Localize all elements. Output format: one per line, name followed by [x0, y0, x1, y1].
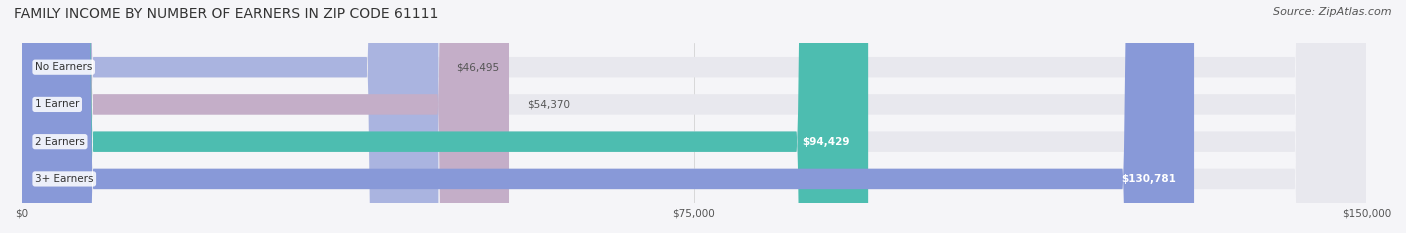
FancyBboxPatch shape — [21, 0, 868, 233]
FancyBboxPatch shape — [21, 0, 1367, 233]
Text: 1 Earner: 1 Earner — [35, 99, 79, 110]
FancyBboxPatch shape — [21, 0, 1367, 233]
Text: $54,370: $54,370 — [527, 99, 569, 110]
Text: 2 Earners: 2 Earners — [35, 137, 84, 147]
Text: Source: ZipAtlas.com: Source: ZipAtlas.com — [1274, 7, 1392, 17]
Text: FAMILY INCOME BY NUMBER OF EARNERS IN ZIP CODE 61111: FAMILY INCOME BY NUMBER OF EARNERS IN ZI… — [14, 7, 439, 21]
FancyBboxPatch shape — [21, 0, 1367, 233]
FancyBboxPatch shape — [21, 0, 1194, 233]
Text: $94,429: $94,429 — [803, 137, 851, 147]
Text: $46,495: $46,495 — [457, 62, 499, 72]
FancyBboxPatch shape — [21, 0, 439, 233]
Text: 3+ Earners: 3+ Earners — [35, 174, 94, 184]
FancyBboxPatch shape — [21, 0, 1367, 233]
Text: No Earners: No Earners — [35, 62, 93, 72]
FancyBboxPatch shape — [21, 0, 509, 233]
Text: $130,781: $130,781 — [1121, 174, 1177, 184]
